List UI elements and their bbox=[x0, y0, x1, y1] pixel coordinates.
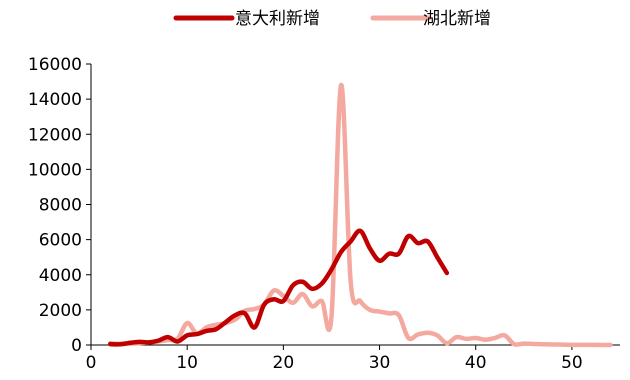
y-tick-label: 6000 bbox=[39, 231, 82, 251]
plot-area bbox=[110, 85, 610, 345]
x-tick-label: 10 bbox=[176, 353, 198, 373]
y-ticks: 0 2000 4000 6000 8000 10000 12000 14000 16000 bbox=[28, 55, 91, 356]
x-tick-label: 50 bbox=[561, 353, 583, 373]
y-tick-label: 10000 bbox=[28, 160, 82, 180]
x-ticks: 0 10 20 30 40 50 bbox=[86, 345, 583, 373]
series-line-italy bbox=[110, 231, 447, 345]
legend-label-italy: 意大利新增 bbox=[235, 9, 320, 29]
y-tick-label: 14000 bbox=[28, 90, 82, 110]
y-tick-label: 4000 bbox=[39, 266, 82, 286]
legend: 意大利新增 湖北新增 bbox=[176, 9, 491, 29]
axes: 0 2000 4000 6000 8000 10000 12000 14000 16000 0 1… bbox=[28, 55, 620, 373]
x-tick-label: 30 bbox=[369, 353, 391, 373]
y-tick-label: 8000 bbox=[39, 196, 82, 216]
x-tick-label: 40 bbox=[465, 353, 487, 373]
y-tick-label: 12000 bbox=[28, 125, 82, 145]
y-tick-label: 2000 bbox=[39, 301, 82, 321]
y-tick-label: 0 bbox=[71, 336, 82, 356]
y-tick-label: 16000 bbox=[28, 55, 82, 75]
series-line-hubei bbox=[110, 85, 610, 345]
legend-label-hubei: 湖北新增 bbox=[423, 9, 491, 29]
x-tick-label: 0 bbox=[86, 353, 97, 373]
x-tick-label: 20 bbox=[273, 353, 295, 373]
